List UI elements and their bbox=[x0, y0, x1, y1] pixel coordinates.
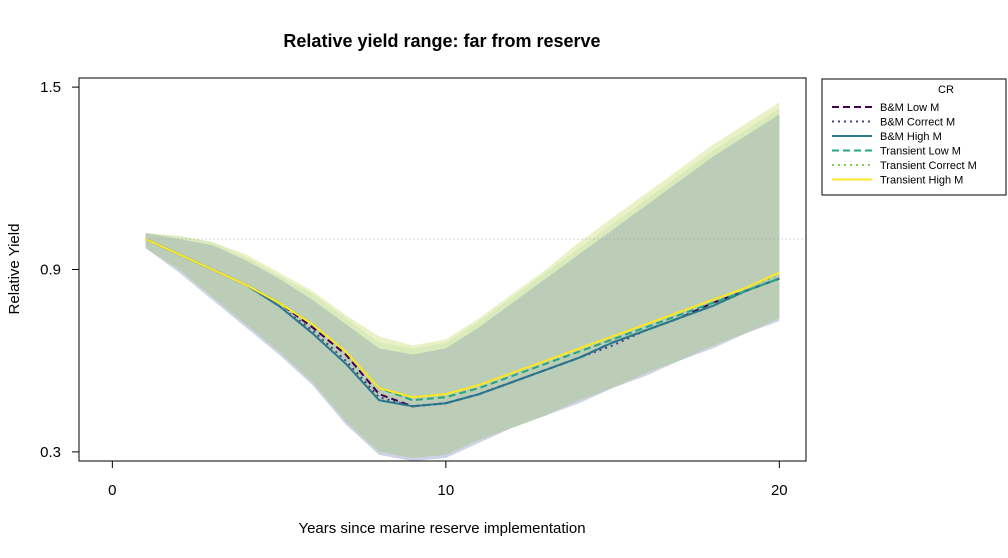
series-line-6 bbox=[145, 238, 780, 399]
x-tick-label: 20 bbox=[771, 482, 788, 499]
legend-label-5: Transient Correct M bbox=[880, 160, 977, 172]
legend-label-2: B&M Correct M bbox=[880, 117, 955, 129]
x-tick-label: 10 bbox=[437, 482, 454, 499]
series-layer bbox=[145, 238, 780, 408]
y-tick-label: 1.5 bbox=[40, 79, 61, 96]
bands-layer bbox=[145, 102, 780, 461]
legend-label-6: Transient High M bbox=[880, 175, 963, 187]
y-tick-label: 0.3 bbox=[40, 444, 61, 461]
legend: CR B&M Low M B&M Correct M B&M High M Trans… bbox=[821, 78, 1007, 196]
legend-label-3: B&M High M bbox=[880, 131, 942, 143]
x-axis-label: Years since marine reserve implementatio… bbox=[298, 520, 585, 537]
y-tick-label: 0.9 bbox=[40, 262, 61, 279]
x-tick-label: 0 bbox=[108, 482, 116, 499]
legend-title: CR bbox=[938, 84, 954, 96]
legend-label-1: B&M Low M bbox=[880, 102, 939, 114]
y-axis: 0.3 0.9 1.5 bbox=[40, 79, 80, 461]
range-band-4 bbox=[145, 114, 780, 458]
legend-label-4: Transient Low M bbox=[880, 146, 961, 158]
y-axis-label: Relative Yield bbox=[6, 224, 23, 315]
x-axis: 0 10 20 bbox=[108, 460, 788, 499]
chart-title: Relative yield range: far from reserve bbox=[283, 31, 600, 51]
legend-items: B&M Low M B&M Correct M B&M High M Transien… bbox=[832, 102, 977, 187]
